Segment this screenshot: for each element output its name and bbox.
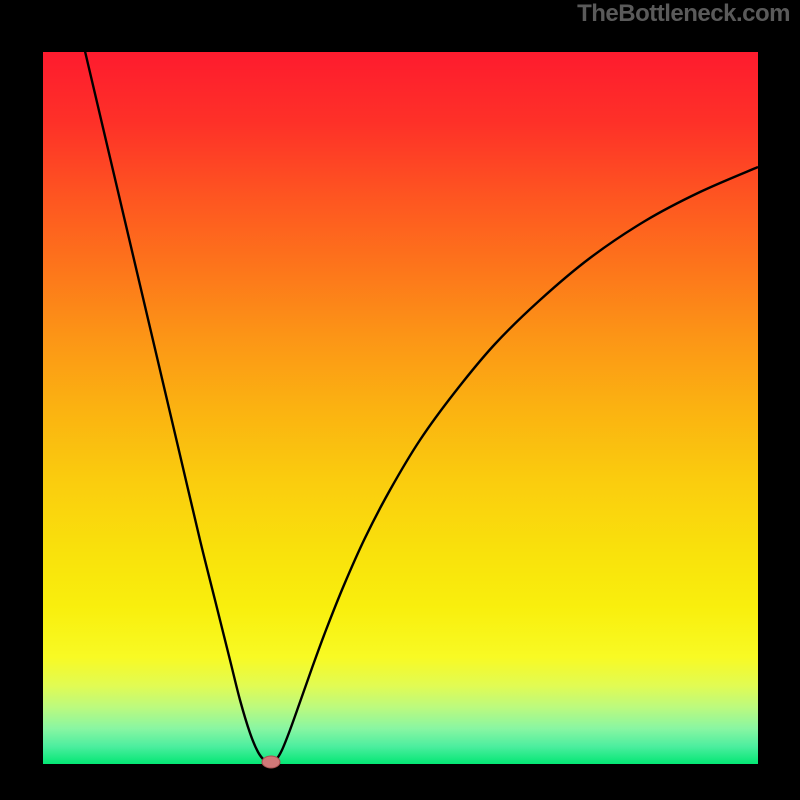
plot-background	[43, 52, 758, 764]
watermark-text: TheBottleneck.com	[577, 0, 790, 28]
bottleneck-curve-chart	[0, 0, 800, 800]
curve-minimum-marker	[262, 756, 280, 768]
